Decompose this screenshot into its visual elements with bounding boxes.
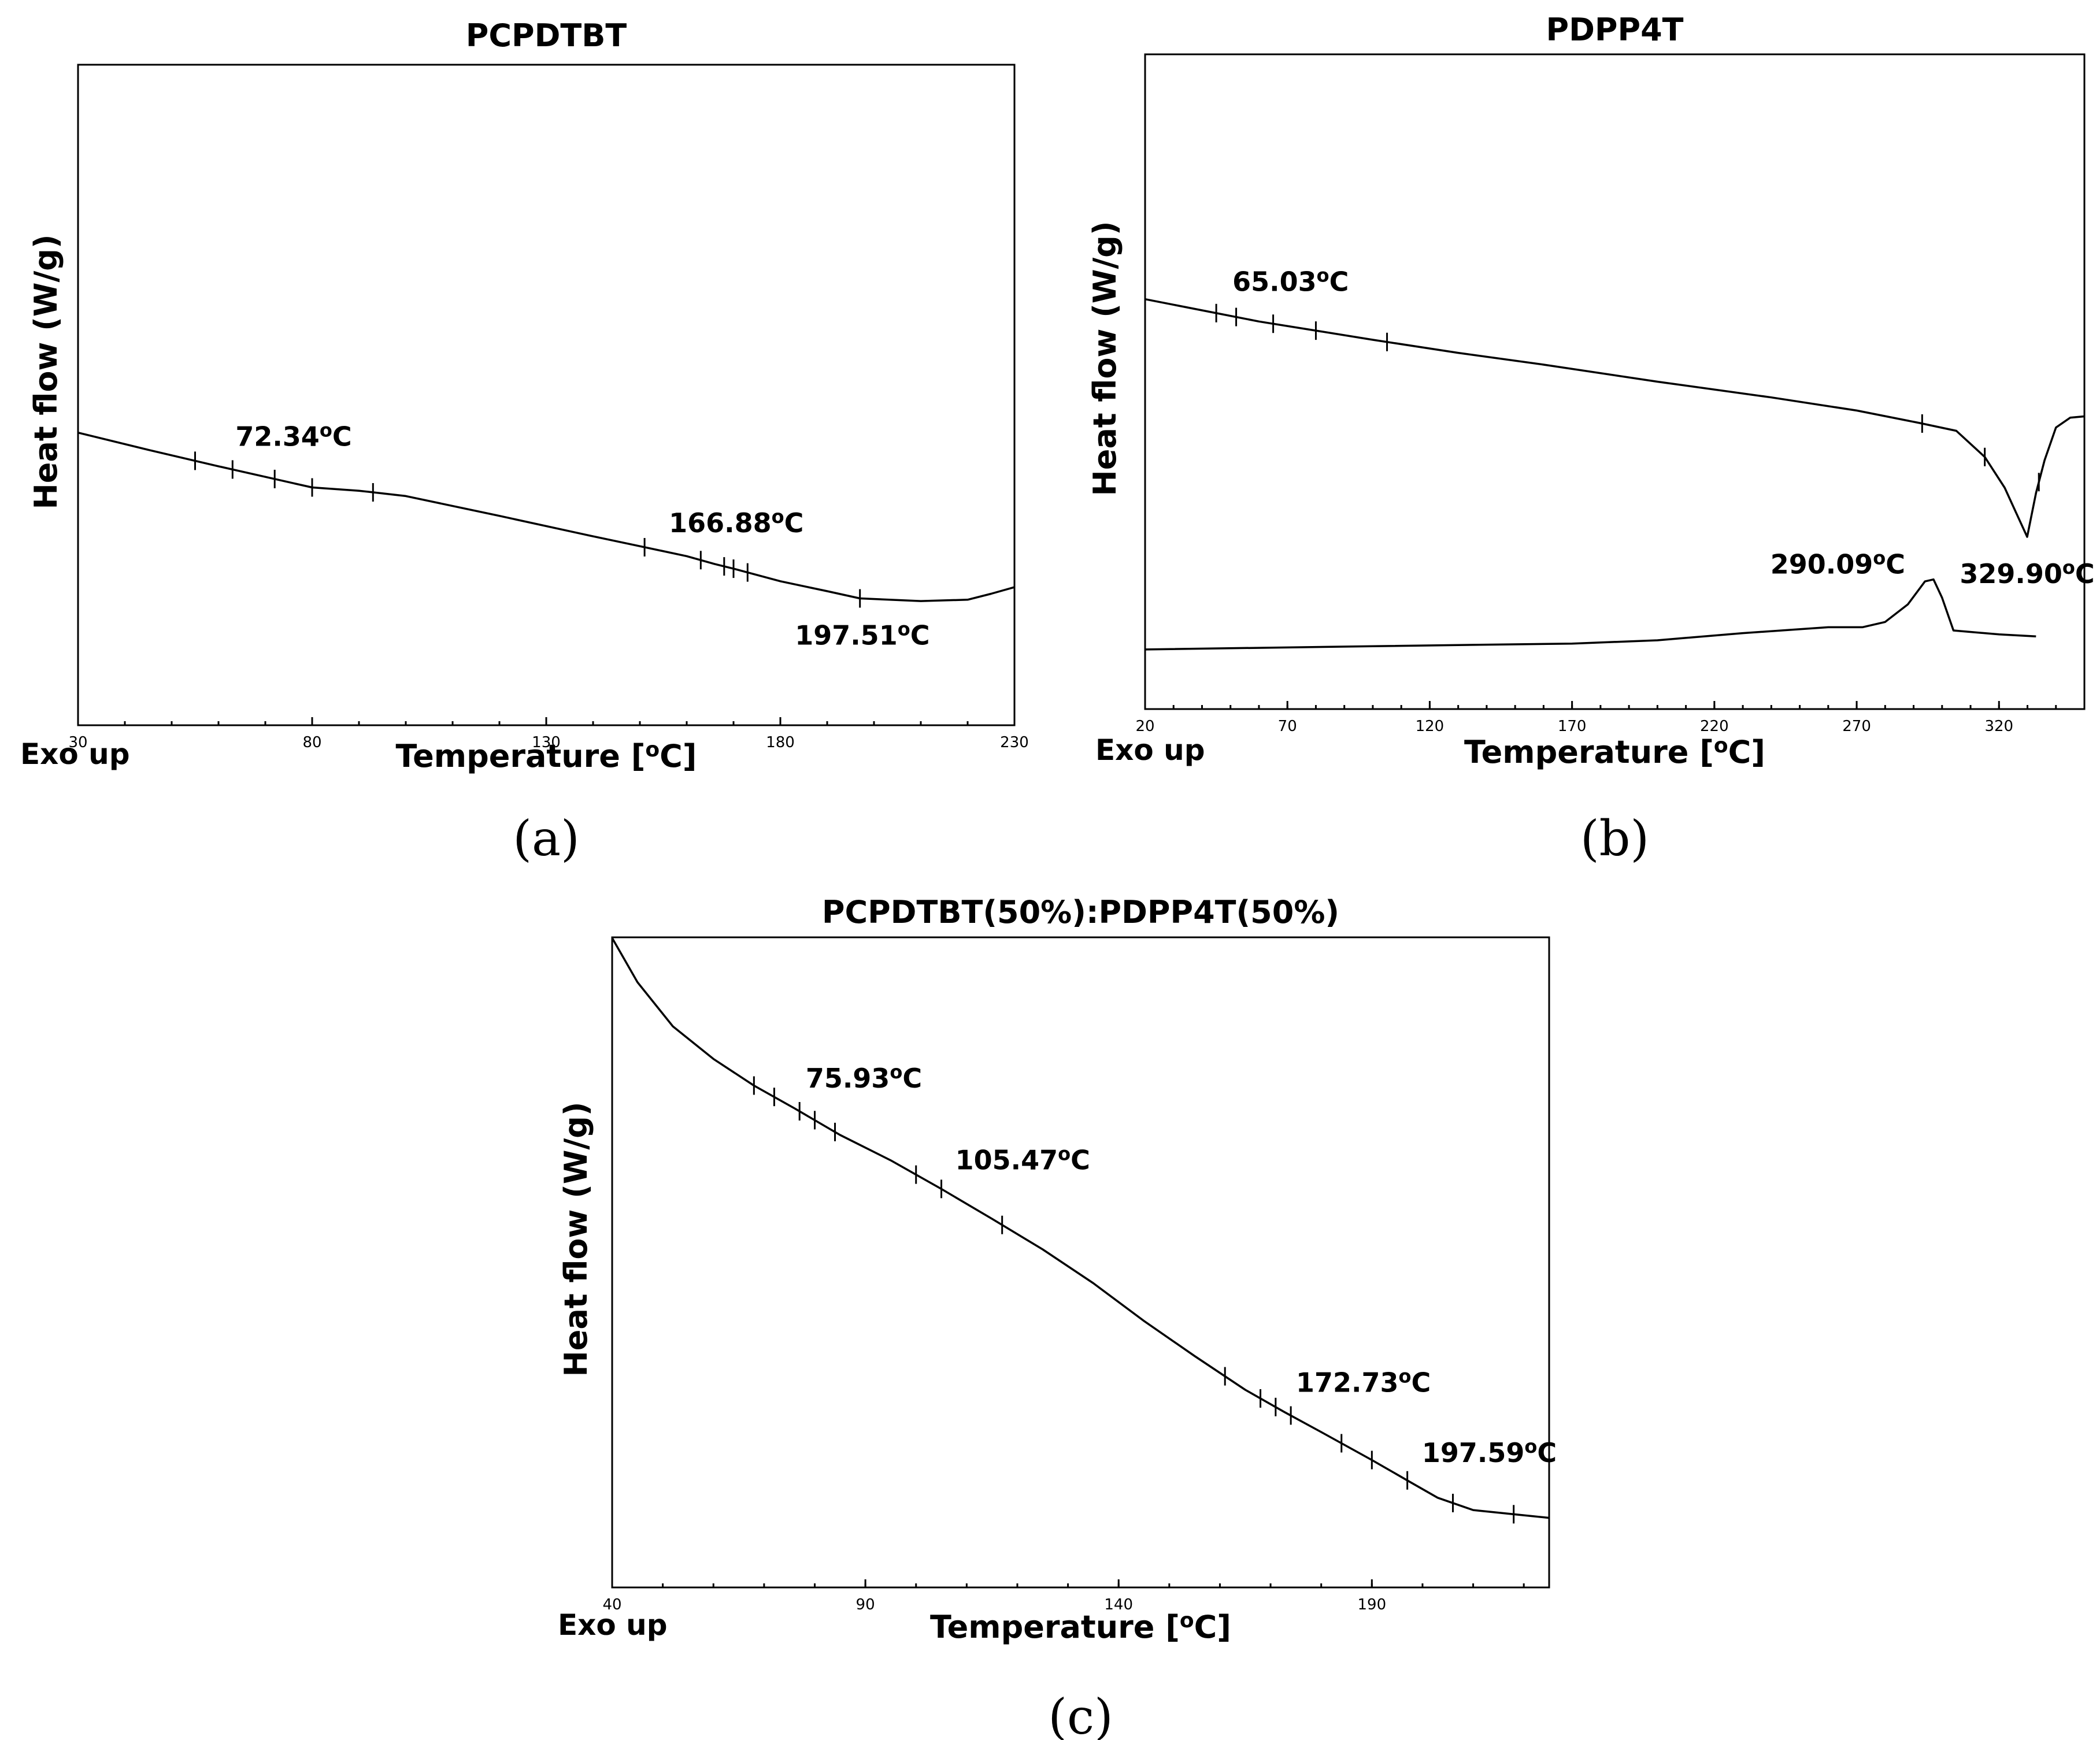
celsius-unit: C	[1412, 1367, 1431, 1398]
celsius-unit: C	[1329, 266, 1349, 298]
x-tick-label: 140	[1104, 1596, 1133, 1613]
x-tick-label: 180	[766, 734, 795, 751]
annotation-label: 290.09oC	[1771, 547, 1905, 580]
annotation-value: 75.93	[806, 1063, 890, 1094]
exo-up-label: Exo up	[558, 1608, 668, 1642]
series-line-DSC-curve	[77, 432, 1015, 602]
chart-title: PDPP4T	[1546, 12, 1684, 48]
chart-title: PCPDTBT	[466, 17, 627, 54]
annotation-label: 72.34oC	[235, 419, 351, 452]
annotation-value: 197.51	[795, 620, 898, 651]
series-line-cooling	[1145, 578, 2036, 651]
degree-symbol: o	[1873, 547, 1886, 569]
x-tick-label: 20	[1135, 718, 1154, 735]
annotation-value: 65.03	[1232, 266, 1317, 298]
degree-symbol: o	[898, 618, 910, 640]
celsius-unit: C	[1071, 1145, 1090, 1176]
annotation-value: 166.88	[669, 507, 772, 539]
degree-symbol: o	[890, 1061, 902, 1083]
annotation-label: 105.47oC	[955, 1143, 1090, 1176]
annotation-value: 105.47	[955, 1145, 1058, 1176]
x-axis-label: Temperature [oC]	[930, 1609, 1231, 1645]
degree-symbol: o	[1058, 1143, 1071, 1165]
celsius-unit: C	[784, 507, 804, 539]
celsius-unit: C	[1886, 549, 1905, 580]
x-tick-label: 90	[856, 1596, 875, 1613]
annotation-label: 65.03oC	[1232, 265, 1349, 298]
x-tick-label: 80	[302, 734, 321, 751]
x-tick-label: 120	[1416, 718, 1445, 735]
plot-frame	[611, 936, 1550, 1589]
celsius-unit: C	[910, 620, 930, 651]
x-tick-label: 320	[1984, 718, 2013, 735]
x-tick-label: 130	[532, 734, 561, 751]
x-tick-label: 220	[1700, 718, 1729, 735]
exo-up-label: Exo up	[1095, 733, 1205, 767]
x-tick-label: 170	[1558, 718, 1587, 735]
annotation-value: 172.73	[1296, 1367, 1399, 1398]
annotation-label: 172.73oC	[1296, 1365, 1431, 1398]
exo-up-label: Exo up	[20, 737, 130, 771]
celsius-unit: C	[2075, 558, 2095, 589]
annotation-value: 72.34	[235, 421, 320, 452]
chart-panel-b: PDPP4T 20 70 120 170 220 270 320 Temperature [oC…	[1087, 12, 2095, 867]
series-line-DSC-curve	[611, 937, 1550, 1519]
degree-symbol: o	[320, 419, 332, 441]
celsius-unit: C	[902, 1063, 922, 1094]
annotation-value: 329.90	[1960, 558, 2062, 589]
y-axis-label: Heat flow (W/g)	[28, 235, 64, 510]
y-axis-label: Heat flow (W/g)	[1087, 221, 1123, 496]
panel-label: (a)	[513, 810, 580, 867]
chart-title: PCPDTBT(50%):PDPP4T(50%)	[822, 894, 1339, 930]
x-tick-label: 70	[1278, 718, 1297, 735]
x-tick-label: 230	[1000, 734, 1029, 751]
annotation-value: 197.59	[1422, 1437, 1525, 1468]
annotation-label: 329.90oC	[1960, 556, 2094, 589]
degree-symbol: o	[1524, 1435, 1537, 1457]
degree-symbol: o	[772, 506, 784, 528]
degree-symbol: o	[2062, 556, 2075, 578]
x-axis-label: Temperature [oC]	[1464, 734, 1765, 770]
chart-panel-c: PCPDTBT(50%):PDPP4T(50%) 40 90 140 190 Temper…	[558, 894, 1557, 1740]
x-tick-label: 30	[68, 734, 87, 751]
annotation-value: 290.09	[1771, 549, 1873, 580]
annotation-label: 197.51oC	[795, 618, 929, 651]
panel-label: (c)	[1048, 1689, 1113, 1740]
x-axis-label: Temperature [oC]	[396, 738, 697, 774]
celsius-unit: C	[332, 421, 352, 452]
chart-panel-a: PCPDTBT 30 80 130 180 230 Temperature [oC] Heat…	[20, 17, 1029, 867]
annotation-label: 75.93oC	[806, 1061, 922, 1094]
annotation-label: 166.88oC	[669, 506, 803, 539]
plot-frame	[1144, 53, 2086, 710]
series-line-heating	[1145, 298, 2085, 538]
x-tick-label: 270	[1842, 718, 1871, 735]
panel-label: (b)	[1580, 810, 1649, 867]
celsius-unit: C	[1537, 1437, 1557, 1468]
y-axis-label: Heat flow (W/g)	[558, 1102, 594, 1377]
annotation-label: 197.59oC	[1422, 1435, 1557, 1468]
x-tick-label: 190	[1358, 1596, 1387, 1613]
degree-symbol: o	[1317, 265, 1329, 287]
degree-symbol: o	[1399, 1365, 1412, 1387]
x-tick-label: 40	[602, 1596, 621, 1613]
